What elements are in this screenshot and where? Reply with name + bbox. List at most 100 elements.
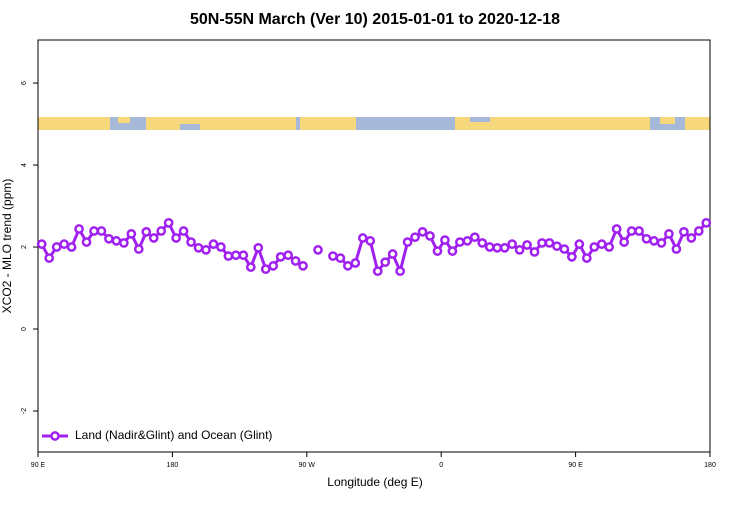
data-point: [148, 233, 159, 243]
x-tick-label: 180: [704, 462, 716, 469]
data-point: [410, 232, 420, 243]
data-point: [671, 244, 682, 254]
data-point: [216, 242, 226, 252]
data-point: [484, 242, 495, 252]
data-point: [395, 266, 405, 277]
data-point: [193, 242, 204, 253]
data-point: [186, 237, 196, 247]
data-point: [402, 237, 413, 247]
data-point: [268, 261, 279, 271]
data-point: [156, 226, 167, 236]
data-point: [522, 240, 532, 250]
x-tick-label: 0: [439, 462, 443, 469]
chart-title: 50N-55N March (Ver 10) 2015-01-01 to 202…: [190, 11, 560, 28]
data-point: [619, 237, 629, 247]
data-point: [664, 229, 674, 239]
data-point: [469, 232, 480, 243]
data-point: [656, 238, 667, 248]
data-point: [313, 245, 323, 255]
data-point: [238, 250, 249, 261]
data-point: [477, 238, 488, 248]
data-point: [567, 252, 577, 262]
data-point: [260, 264, 271, 275]
land-ocean-strip: [38, 117, 710, 130]
data-point: [596, 239, 607, 250]
data-point: [649, 236, 659, 246]
data-point: [126, 229, 137, 239]
data-point: [245, 262, 256, 272]
data-point: [253, 242, 264, 253]
data-point: [514, 245, 525, 255]
data-point: [529, 247, 540, 257]
data-point: [701, 217, 712, 228]
data-point: [81, 237, 92, 247]
legend-label: Land (Nadir&Glint) and Ocean (Glint): [75, 428, 272, 442]
data-point: [686, 233, 697, 243]
data-point: [343, 261, 353, 271]
y-tick-label: 0: [21, 327, 28, 331]
x-tick-label: 90 E: [568, 462, 583, 469]
x-tick-label: 90 E: [31, 462, 46, 469]
data-point: [365, 236, 376, 246]
y-tick-label: 2: [21, 245, 28, 249]
data-point: [425, 231, 435, 241]
data-point: [387, 249, 398, 259]
data-point: [581, 253, 592, 263]
x-tick-label: 180: [167, 462, 179, 469]
data-point: [574, 239, 585, 250]
data-point: [552, 241, 562, 252]
data-point: [679, 227, 689, 237]
data-point: [440, 235, 450, 245]
data-point: [350, 258, 361, 268]
data-point: [544, 238, 555, 248]
data-point: [447, 246, 458, 256]
x-axis-label: Longitude (deg E): [327, 475, 422, 489]
data-point: [604, 242, 615, 252]
data-point: [74, 224, 84, 234]
data-point: [275, 252, 286, 262]
data-point: [89, 226, 99, 236]
data-point: [641, 233, 652, 244]
data-point: [417, 227, 428, 237]
data-point: [626, 226, 637, 236]
x-tick-label: 90 W: [299, 462, 316, 469]
data-point: [104, 233, 114, 244]
data-point: [178, 226, 189, 236]
data-point: [231, 250, 241, 261]
data-point: [611, 224, 622, 234]
y-axis-label: XCO2 - MLO trend (ppm): [0, 179, 14, 314]
data-point: [163, 217, 174, 228]
data-point: [51, 242, 62, 252]
data-point: [693, 226, 704, 236]
y-tick-label: 6: [21, 81, 28, 85]
data-point: [201, 245, 211, 255]
data-point: [559, 244, 570, 254]
data-point: [290, 256, 301, 266]
data-point: [111, 236, 122, 246]
data-point: [492, 242, 503, 253]
data-point: [634, 226, 644, 236]
data-point: [223, 251, 234, 261]
data-point: [44, 253, 55, 263]
data-point: [298, 261, 308, 271]
data-point: [537, 238, 547, 248]
data-point: [66, 242, 77, 252]
data-point: [432, 246, 443, 256]
data-point: [133, 244, 144, 254]
data-point: [328, 251, 338, 261]
data-point: [335, 253, 346, 263]
data-point: [283, 250, 293, 261]
data-point: [507, 239, 517, 250]
data-point: [141, 227, 152, 237]
data-point: [208, 239, 219, 250]
legend-marker: [50, 431, 60, 441]
data-point: [372, 266, 383, 277]
data-point: [96, 226, 107, 236]
data-point: [59, 239, 69, 250]
data-point: [357, 233, 368, 243]
data-point: [36, 239, 47, 250]
y-tick-label: 4: [21, 163, 28, 167]
data-point: [589, 242, 600, 252]
data-point: [380, 257, 391, 268]
